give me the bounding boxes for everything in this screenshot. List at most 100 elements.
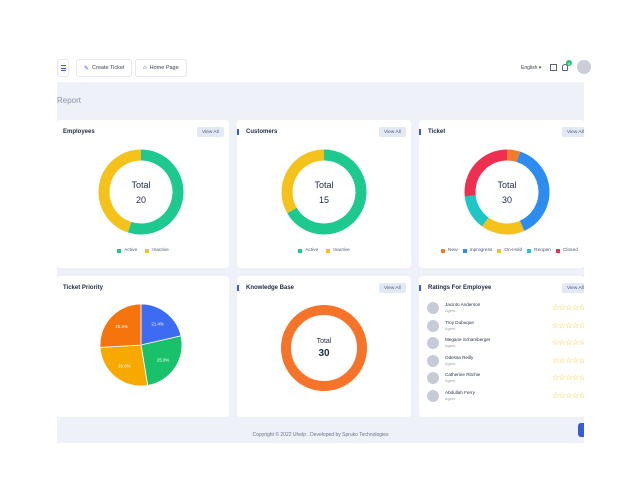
menu-toggle-icon[interactable] bbox=[57, 59, 69, 77]
customers-legend: Active Inactive bbox=[237, 248, 411, 253]
ticket-legend-label: On-Hold bbox=[504, 248, 523, 253]
employee-role: Agent bbox=[445, 378, 456, 383]
create-ticket-label: Create Ticket bbox=[92, 65, 125, 71]
ticket-priority-slice[interactable] bbox=[140, 335, 183, 386]
page-title: Report bbox=[57, 96, 82, 105]
footer: Copyright © 2022 Uhelp . Developed by Sp… bbox=[252, 432, 389, 438]
knowledge-base-total-label: Total bbox=[317, 338, 332, 345]
ticket-legend-item[interactable]: Inprogress bbox=[462, 248, 493, 253]
customers-legend-swatch bbox=[326, 248, 331, 253]
ticket-segment[interactable] bbox=[482, 217, 525, 235]
employee-role: Agent bbox=[445, 360, 456, 366]
ticket-segment[interactable] bbox=[516, 151, 550, 231]
ticket-priority-title: Ticket Priority bbox=[63, 285, 103, 291]
employees-segment[interactable] bbox=[127, 149, 184, 235]
ticket-legend-label: Inprogress bbox=[469, 248, 493, 253]
bell-icon[interactable] bbox=[562, 64, 568, 71]
main-content: Report Employees View All Total 20 Activ… bbox=[57, 82, 584, 443]
home-page-button[interactable]: ⌂ Home Page bbox=[135, 59, 187, 77]
employees-legend-label: Inactive bbox=[152, 248, 169, 253]
avatar[interactable] bbox=[577, 60, 591, 74]
ticket-legend-swatch bbox=[497, 248, 502, 253]
employees-legend-swatch bbox=[145, 248, 150, 253]
customers-title: Customers bbox=[237, 129, 277, 135]
home-page-label: Home Page bbox=[149, 65, 179, 71]
ticket-legend-item[interactable]: New bbox=[441, 248, 458, 253]
avatar bbox=[427, 389, 439, 402]
employees-legend-item[interactable]: Active bbox=[117, 248, 137, 253]
employees-view-all-button[interactable]: View All bbox=[197, 127, 224, 137]
knowledge-base-view-all-button[interactable]: View All bbox=[379, 283, 406, 293]
ticket-priority-pie-slices: 21.4% 25.9% 26.6% 25.9% bbox=[99, 303, 183, 387]
employees-donut: Total 20 bbox=[98, 149, 184, 235]
ticket-priority-slice[interactable] bbox=[99, 303, 142, 348]
ticket-priority-slice-label: 21.4% bbox=[151, 322, 164, 327]
employee-role: Agent bbox=[445, 325, 456, 331]
rating-row: Jacinto Anderson Agent ☆☆☆☆☆ bbox=[427, 301, 584, 315]
scroll-top-button[interactable] bbox=[578, 423, 584, 437]
ticket-legend-label: Reopen bbox=[534, 248, 551, 253]
customers-segment[interactable] bbox=[287, 149, 367, 235]
employees-legend-item[interactable]: Inactive bbox=[145, 248, 169, 253]
avatar bbox=[427, 372, 439, 384]
employee-role: Agent bbox=[445, 343, 456, 348]
ratings-view-all-button[interactable]: View All bbox=[562, 283, 584, 293]
employee-name: Troy Dubuque bbox=[445, 319, 474, 325]
employees-legend: Active Inactive bbox=[57, 248, 229, 253]
ticket-legend-swatch bbox=[462, 248, 467, 253]
star-rating[interactable]: ☆☆☆☆☆ bbox=[552, 338, 584, 347]
language-select[interactable]: English ▾ bbox=[521, 65, 542, 71]
ticket-priority-slice-label: 26.6% bbox=[118, 363, 131, 368]
avatar bbox=[427, 337, 439, 349]
employees-title: Employees bbox=[63, 129, 95, 135]
customers-legend-label: Inactive bbox=[333, 248, 350, 253]
customers-total-value: 15 bbox=[319, 195, 329, 205]
knowledge-base-total-value: 30 bbox=[318, 348, 330, 359]
employees-segment[interactable] bbox=[98, 149, 142, 233]
star-rating[interactable]: ☆☆☆☆☆ bbox=[552, 320, 584, 330]
customers-view-all-button[interactable]: View All bbox=[379, 127, 406, 137]
ticket-legend-item[interactable]: On-Hold bbox=[497, 248, 522, 253]
knowledge-base-segment[interactable] bbox=[281, 305, 367, 391]
customers-total-label: Total bbox=[314, 180, 333, 190]
rating-row: Catherine Ritchie Agent ☆☆☆☆☆ bbox=[427, 371, 584, 385]
ticket-segment[interactable] bbox=[464, 194, 489, 227]
knowledge-base-title: Knowledge Base bbox=[237, 285, 294, 291]
ticket-legend-item[interactable]: Closed bbox=[555, 248, 578, 253]
customers-legend-label: Active bbox=[305, 248, 319, 253]
employees-legend-swatch bbox=[117, 248, 122, 253]
star-rating[interactable]: ☆☆☆☆☆ bbox=[552, 303, 584, 312]
ticket-priority-slice[interactable] bbox=[140, 303, 182, 346]
star-rating[interactable]: ☆☆☆☆☆ bbox=[552, 355, 584, 365]
ticket-segment[interactable] bbox=[506, 149, 521, 163]
ticket-priority-slice-label: 25.9% bbox=[157, 357, 170, 362]
ticket-total-label: Total bbox=[497, 180, 516, 190]
ticket-priority-slice[interactable] bbox=[99, 344, 149, 387]
ticket-legend-item[interactable]: Reopen bbox=[527, 248, 551, 253]
ticket-view-all-button[interactable]: View All bbox=[562, 127, 584, 137]
ticket-donut: Total 30 bbox=[464, 149, 550, 235]
star-rating[interactable]: ☆☆☆☆☆ bbox=[552, 373, 584, 382]
knowledge-base-card: Knowledge Base View All Total 30 bbox=[237, 276, 411, 417]
employees-card: Employees View All Total 20 Active Inacti… bbox=[57, 120, 229, 268]
ticket-segment[interactable] bbox=[464, 149, 508, 197]
customers-legend-item[interactable]: Inactive bbox=[326, 248, 350, 253]
employee-name: Odessa Reilly bbox=[445, 354, 474, 360]
customers-segment[interactable] bbox=[281, 149, 325, 214]
ticket-priority-card: Ticket Priority 21.4% 25.9% 26.6% 25.9% bbox=[57, 276, 229, 417]
create-ticket-button[interactable]: ✎ Create Ticket bbox=[76, 59, 133, 77]
ticket-legend-label: New bbox=[448, 248, 458, 253]
edit-icon: ✎ bbox=[84, 65, 90, 72]
employee-name: Megane Schamberger bbox=[445, 337, 491, 342]
customers-donut-segments bbox=[281, 149, 367, 235]
ticket-priority-pie: 21.4% 25.9% 26.6% 25.9% bbox=[99, 303, 183, 387]
employee-name: Catherine Ritchie bbox=[445, 372, 481, 377]
rating-row: Troy Dubuque Agent ☆☆☆☆☆ bbox=[427, 319, 584, 333]
employee-role: Agent bbox=[445, 395, 456, 401]
star-rating[interactable]: ☆☆☆☆☆ bbox=[552, 390, 584, 400]
ticket-card: Ticket View All Total 30 New Inprogress On… bbox=[419, 120, 584, 268]
ticket-donut-segments bbox=[464, 149, 550, 235]
fullscreen-icon[interactable] bbox=[550, 64, 557, 71]
customers-legend-item[interactable]: Active bbox=[298, 248, 318, 253]
